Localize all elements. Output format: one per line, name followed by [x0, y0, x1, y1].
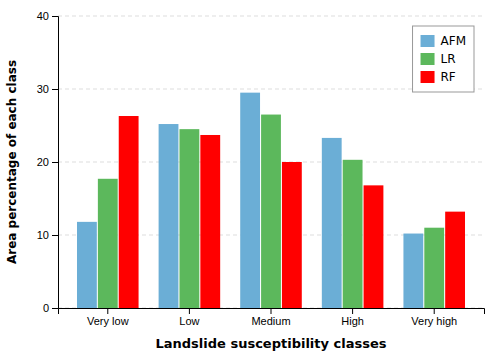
bar: [364, 185, 384, 308]
tick: 20: [37, 156, 58, 168]
tick-mark: [52, 162, 58, 163]
tick-mark: [52, 16, 58, 17]
tick: 0: [43, 302, 58, 314]
legend-label: LR: [441, 52, 456, 66]
tick-label: Low: [179, 315, 199, 327]
plot: Very low Low Medium High Very high 0 10 20 30 40 A…: [37, 10, 485, 327]
legend-item: RF: [421, 70, 456, 84]
bar: [445, 212, 465, 308]
legend-item: AFM: [421, 34, 466, 48]
bar: [343, 160, 363, 308]
tick: 10: [37, 229, 58, 241]
tick-mark: [434, 308, 435, 314]
tick-mark: [189, 308, 190, 314]
x-axis: Very low Low Medium High Very high: [59, 308, 485, 327]
tick-mark: [52, 235, 58, 236]
bar: [322, 138, 342, 308]
tick-mark: [352, 308, 353, 314]
bar: [282, 162, 302, 308]
tick-mark: [52, 308, 58, 309]
legend-frame: [413, 26, 474, 92]
tick: Medium: [251, 308, 290, 327]
tick-label: 0: [43, 302, 49, 314]
tick-label: 10: [37, 229, 49, 241]
tick-label: 20: [37, 156, 49, 168]
legend-swatch: [421, 71, 435, 83]
bar: [98, 179, 118, 308]
tick-mark: [271, 308, 272, 314]
axis-line: [52, 17, 59, 309]
y-axis: 0 10 20 30 40: [37, 10, 59, 314]
legend-swatch: [421, 53, 435, 65]
bar: [240, 93, 260, 308]
bar-series: [98, 115, 444, 308]
bar: [179, 129, 199, 308]
legend: AFM LR RF: [413, 26, 474, 92]
tick-label: Very high: [411, 315, 457, 327]
bar: [424, 228, 444, 308]
legend-label: AFM: [441, 34, 466, 48]
tick: 30: [37, 83, 58, 95]
bar: [261, 115, 281, 308]
tick-label: High: [341, 315, 364, 327]
tick-label: Very low: [87, 315, 129, 327]
tick-label: 40: [37, 10, 49, 22]
tick: Very low: [87, 308, 129, 327]
grid: [58, 16, 484, 308]
tick-mark: [52, 89, 58, 90]
bar: [159, 124, 179, 308]
tick: Very high: [411, 308, 457, 327]
chart: Very low Low Medium High Very high 0 10 20 30 40 A…: [0, 0, 500, 360]
tick: High: [341, 308, 364, 327]
tick: 40: [37, 10, 58, 22]
y-axis-title: Area percentage of each class: [5, 60, 19, 264]
bar-series: [77, 93, 423, 308]
bar: [200, 135, 220, 308]
axis-line: [59, 309, 485, 315]
x-axis-title: Landslide susceptibility classes: [156, 336, 387, 351]
tick: Low: [179, 308, 199, 327]
legend-label: RF: [441, 70, 456, 84]
bar-series: [119, 116, 465, 308]
legend-swatch: [421, 35, 435, 47]
grid-line: [58, 16, 484, 17]
tick-label: 30: [37, 83, 49, 95]
bar: [403, 234, 423, 308]
bar: [77, 222, 97, 308]
bars: [77, 93, 465, 308]
tick-mark: [107, 308, 108, 314]
tick-label: Medium: [251, 315, 290, 327]
legend-item: LR: [421, 52, 456, 66]
bar: [119, 116, 139, 308]
